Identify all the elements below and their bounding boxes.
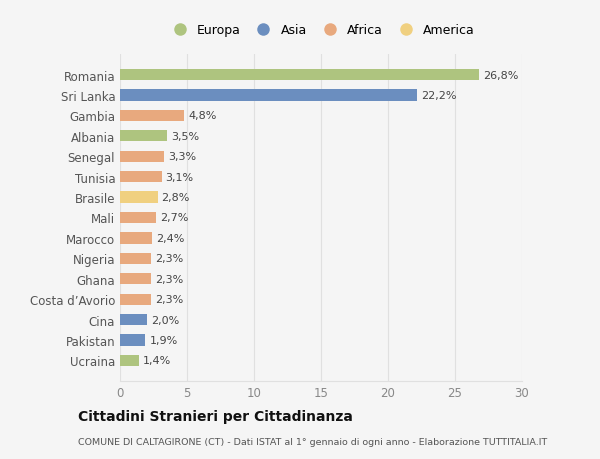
Text: 2,8%: 2,8% (161, 193, 190, 203)
Bar (120, 111, 184, 122)
Bar (120, 233, 152, 244)
Text: 2,0%: 2,0% (151, 315, 179, 325)
Text: 22,2%: 22,2% (421, 91, 457, 101)
Bar (120, 355, 139, 366)
Text: COMUNE DI CALTAGIRONE (CT) - Dati ISTAT al 1° gennaio di ogni anno - Elaborazion: COMUNE DI CALTAGIRONE (CT) - Dati ISTAT … (78, 437, 547, 446)
Text: 3,3%: 3,3% (168, 152, 196, 162)
Bar (120, 172, 161, 183)
Bar (120, 70, 479, 81)
Text: 2,3%: 2,3% (155, 295, 183, 304)
Bar (120, 274, 151, 285)
Text: 2,3%: 2,3% (155, 274, 183, 284)
Text: 1,4%: 1,4% (143, 356, 171, 365)
Bar (120, 90, 418, 101)
Text: 2,7%: 2,7% (160, 213, 188, 223)
Bar (120, 314, 147, 325)
Bar (120, 335, 145, 346)
Bar (120, 294, 151, 305)
Text: 4,8%: 4,8% (188, 111, 217, 121)
Text: 1,9%: 1,9% (149, 335, 178, 345)
Bar (120, 131, 167, 142)
Text: 2,3%: 2,3% (155, 254, 183, 264)
Text: 3,1%: 3,1% (166, 172, 194, 182)
Text: 3,5%: 3,5% (171, 132, 199, 141)
Text: 26,8%: 26,8% (483, 71, 518, 80)
Bar (120, 192, 158, 203)
Text: Cittadini Stranieri per Cittadinanza: Cittadini Stranieri per Cittadinanza (78, 409, 353, 423)
Bar (120, 151, 164, 162)
Bar (120, 213, 156, 224)
Bar (120, 253, 151, 264)
Legend: Europa, Asia, Africa, America: Europa, Asia, Africa, America (162, 19, 480, 42)
Text: 2,4%: 2,4% (156, 233, 185, 243)
